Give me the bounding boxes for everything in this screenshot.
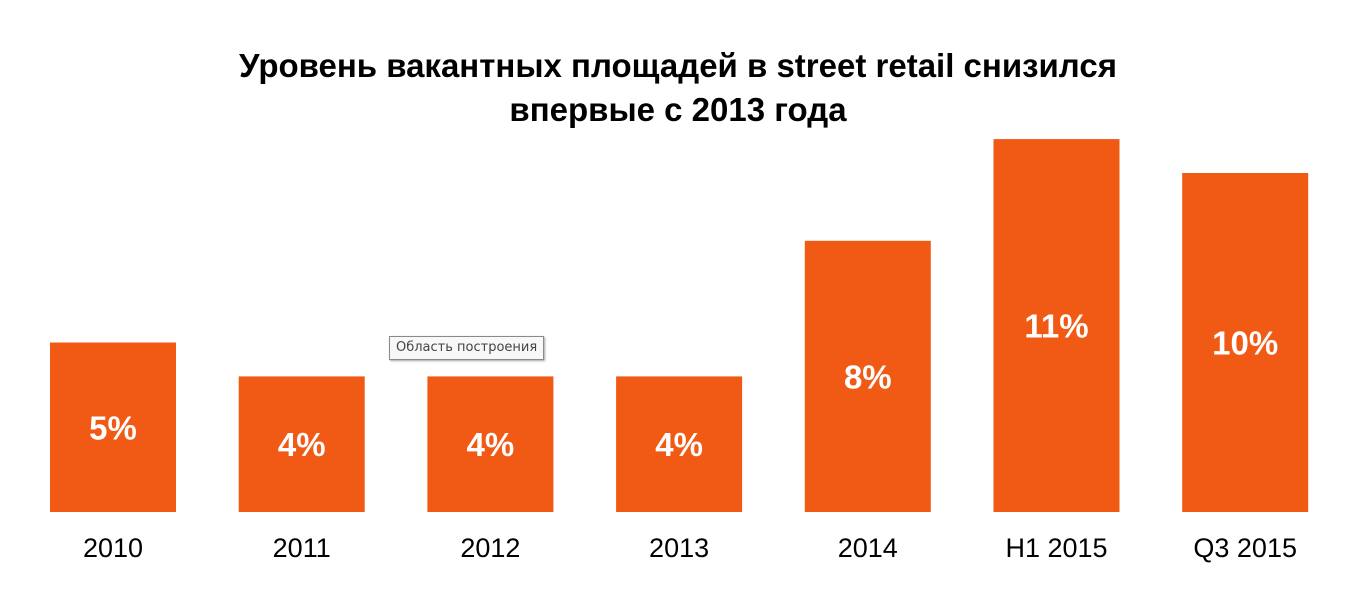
category-label: 2012 <box>460 533 520 563</box>
data-label: 4% <box>655 426 703 463</box>
bar-h1-2015[interactable] <box>993 139 1120 512</box>
bar-2012[interactable] <box>427 376 554 512</box>
category-label: 2011 <box>273 533 331 563</box>
plot-area-tooltip: Область построения <box>389 336 545 360</box>
data-label: 10% <box>1212 325 1278 362</box>
bar-2011[interactable] <box>238 376 365 512</box>
data-label: 5% <box>89 409 137 446</box>
chart-title: Уровень вакантных площадей в street reta… <box>0 44 1356 132</box>
category-label: Q3 2015 <box>1193 533 1297 563</box>
category-label: 2014 <box>838 533 898 563</box>
bar-q3-2015[interactable] <box>1182 173 1309 512</box>
category-label: H1 2015 <box>1005 533 1107 563</box>
category-label: 2010 <box>83 533 143 563</box>
bar-2013[interactable] <box>616 376 743 512</box>
chart-title-line-1: Уровень вакантных площадей в street reta… <box>239 47 1117 84</box>
chart-title-line-2: впервые с 2013 года <box>509 91 847 128</box>
data-label: 11% <box>1024 308 1088 345</box>
data-label: 4% <box>278 426 326 463</box>
data-label: 8% <box>844 358 892 395</box>
category-label: 2013 <box>649 533 709 563</box>
data-label: 4% <box>467 426 515 463</box>
bar-2014[interactable] <box>804 240 931 513</box>
bar-2010[interactable] <box>50 342 176 513</box>
